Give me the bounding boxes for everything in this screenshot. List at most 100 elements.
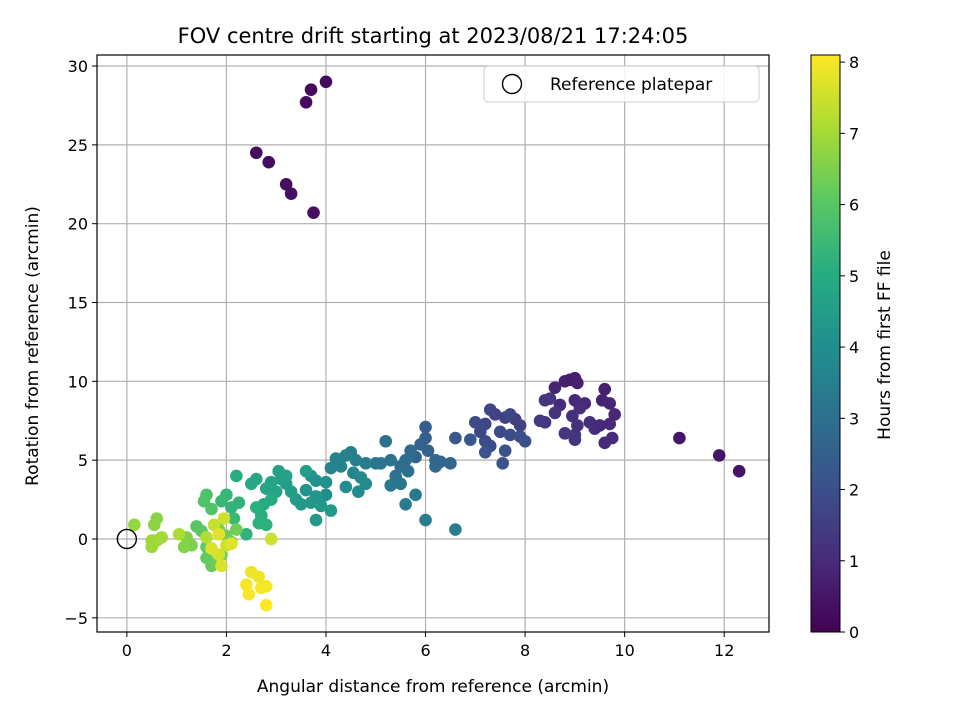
data-point xyxy=(245,477,258,491)
data-point xyxy=(197,494,211,508)
data-point xyxy=(359,477,373,491)
data-point xyxy=(284,187,298,201)
y-tick-label: 25 xyxy=(68,136,88,155)
data-point xyxy=(215,559,228,573)
data-point xyxy=(379,434,393,448)
data-point xyxy=(404,444,417,458)
colorbar-label: Hours from first FF file xyxy=(875,250,895,440)
data-point xyxy=(252,570,266,584)
data-point xyxy=(279,177,293,191)
data-point xyxy=(314,499,328,513)
data-points xyxy=(116,75,746,612)
data-point xyxy=(304,496,318,510)
data-point xyxy=(319,488,333,502)
x-tick-label: 12 xyxy=(714,641,734,660)
data-point xyxy=(242,587,256,601)
colorbar-ticks: 0 1 2 3 4 5 6 7 8 xyxy=(840,53,859,642)
data-point xyxy=(262,155,276,169)
data-point xyxy=(598,436,612,450)
data-point xyxy=(483,403,497,417)
data-point xyxy=(469,416,482,429)
data-point xyxy=(249,146,263,160)
data-point xyxy=(212,527,226,541)
data-point xyxy=(513,419,527,432)
data-point xyxy=(548,381,562,394)
data-point xyxy=(324,461,338,475)
legend-marker xyxy=(501,73,523,95)
x-axis: 0 2 4 6 8 10 12 xyxy=(122,632,734,660)
data-point xyxy=(205,542,218,555)
data-point xyxy=(518,434,532,448)
data-point xyxy=(249,501,263,514)
colorbar-tick-label: 5 xyxy=(849,267,859,286)
data-point xyxy=(401,464,415,478)
data-point xyxy=(264,493,278,506)
data-point xyxy=(304,83,318,96)
data-point xyxy=(299,95,313,109)
data-point xyxy=(568,433,582,446)
y-axis: −5 0 5 10 15 20 25 30 xyxy=(64,57,97,628)
data-point xyxy=(307,206,320,219)
data-point xyxy=(593,419,607,432)
data-point xyxy=(533,414,547,428)
data-point xyxy=(339,449,353,462)
legend-label: Reference platepar xyxy=(550,75,712,95)
data-point xyxy=(384,479,397,492)
colorbar-tick-label: 8 xyxy=(849,53,859,72)
data-point xyxy=(225,501,238,514)
y-tick-label: 30 xyxy=(68,57,88,76)
data-point xyxy=(200,531,213,544)
data-point xyxy=(259,579,273,593)
data-point xyxy=(498,444,512,458)
colorbar: 0 1 2 3 4 5 6 7 8 Hours from first FF file xyxy=(810,53,895,642)
data-point xyxy=(145,534,159,547)
data-point xyxy=(259,518,273,532)
colorbar-tick-label: 0 xyxy=(849,623,859,642)
data-point xyxy=(608,408,621,421)
data-point xyxy=(217,512,231,525)
data-point xyxy=(155,531,169,544)
x-tick-label: 2 xyxy=(221,641,231,660)
data-point xyxy=(598,382,612,396)
data-point xyxy=(409,488,422,502)
data-point xyxy=(478,445,492,459)
colorbar-gradient xyxy=(810,54,841,633)
x-tick-label: 4 xyxy=(321,641,331,660)
data-point xyxy=(573,401,587,415)
data-point xyxy=(324,504,338,517)
x-tick-label: 6 xyxy=(420,641,430,660)
y-tick-label: 10 xyxy=(68,372,88,391)
data-point xyxy=(240,527,253,541)
data-point xyxy=(419,513,432,527)
data-point xyxy=(496,457,509,470)
data-point xyxy=(309,513,323,527)
data-point xyxy=(319,75,333,89)
legend-box xyxy=(483,65,760,103)
data-point xyxy=(503,428,517,442)
x-tick-label: 10 xyxy=(614,641,634,660)
colorbar-tick-label: 7 xyxy=(849,124,859,143)
data-point xyxy=(240,578,253,592)
colorbar-tick-label: 2 xyxy=(849,481,859,500)
data-point xyxy=(732,464,746,478)
data-point xyxy=(464,433,477,446)
x-tick-label: 8 xyxy=(520,641,530,660)
data-point xyxy=(399,498,412,511)
data-point xyxy=(444,457,457,470)
y-tick-label: 20 xyxy=(68,215,88,234)
data-point xyxy=(299,464,313,478)
data-point xyxy=(603,397,617,410)
data-point xyxy=(712,449,726,462)
colorbar-tick-label: 1 xyxy=(849,552,859,571)
data-point xyxy=(147,518,161,532)
data-point xyxy=(359,457,373,470)
reference-platepar-marker xyxy=(116,528,138,550)
data-point xyxy=(583,416,597,429)
data-point xyxy=(299,483,313,497)
data-point xyxy=(421,444,435,458)
data-point xyxy=(558,427,572,440)
y-tick-label: −5 xyxy=(64,609,88,628)
data-point xyxy=(172,527,186,541)
data-point xyxy=(384,453,397,467)
